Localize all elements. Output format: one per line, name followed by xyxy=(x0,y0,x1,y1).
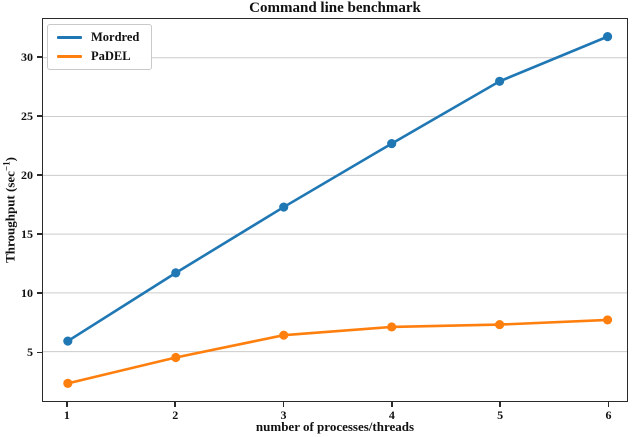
x-tick-2 xyxy=(174,402,177,407)
series-line-padel xyxy=(66,318,609,385)
legend-label-padel: PaDEL xyxy=(91,49,131,63)
x-tick-label-6: 6 xyxy=(605,408,612,422)
x-tick-3 xyxy=(282,402,285,407)
data-point-mordred-x3 xyxy=(279,202,289,212)
y-tick-label-20: 20 xyxy=(21,168,33,183)
data-point-padel-x4 xyxy=(387,322,397,332)
x-tick-label-5: 5 xyxy=(497,408,504,422)
x-tick-4 xyxy=(391,402,393,407)
y-tick-label-5: 5 xyxy=(27,345,33,360)
data-point-mordred-x1 xyxy=(63,336,73,346)
legend-item-mordred: Mordred xyxy=(57,31,139,44)
x-tick-label-3: 3 xyxy=(280,408,287,422)
legend-item-padel: PaDEL xyxy=(57,50,139,63)
data-point-padel-x1 xyxy=(63,378,73,388)
y-tick-30 xyxy=(37,56,42,58)
data-point-mordred-x6 xyxy=(602,32,613,42)
data-point-mordred-x5 xyxy=(495,76,505,86)
data-point-padel-x3 xyxy=(279,330,289,340)
data-point-mordred-x2 xyxy=(171,268,181,278)
data-point-padel-x2 xyxy=(171,352,181,363)
y-tick-5 xyxy=(37,351,42,354)
legend: Mordred PaDEL xyxy=(47,24,153,70)
x-tick-6 xyxy=(607,402,610,407)
legend-swatch-padel xyxy=(57,55,82,58)
x-tick-1 xyxy=(66,402,68,407)
data-point-padel-x5 xyxy=(495,320,505,330)
y-tick-10 xyxy=(37,292,42,295)
plot-area xyxy=(42,18,628,402)
legend-label-mordred: Mordred xyxy=(91,30,140,44)
data-point-mordred-x4 xyxy=(387,139,397,149)
y-tick-label-15: 15 xyxy=(21,227,33,242)
y-tick-label-30: 30 xyxy=(21,49,33,64)
x-tick-label-2: 2 xyxy=(172,408,179,422)
x-tick-5 xyxy=(499,402,501,407)
data-point-padel-x6 xyxy=(602,315,613,325)
line-chart xyxy=(43,32,627,388)
chart-title: Command line benchmark xyxy=(249,0,421,16)
y-tick-20 xyxy=(37,174,42,176)
y-tick-25 xyxy=(37,115,42,117)
y-tick-15 xyxy=(37,233,42,235)
x-tick-label-4: 4 xyxy=(388,408,395,422)
x-tick-label-1: 1 xyxy=(63,408,70,422)
y-tick-label-10: 10 xyxy=(21,286,33,301)
legend-swatch-mordred xyxy=(57,36,82,39)
series-line-mordred xyxy=(66,35,609,343)
y-tick-label-25: 25 xyxy=(21,109,33,124)
x-axis-title: number of processes/threads xyxy=(255,419,415,434)
